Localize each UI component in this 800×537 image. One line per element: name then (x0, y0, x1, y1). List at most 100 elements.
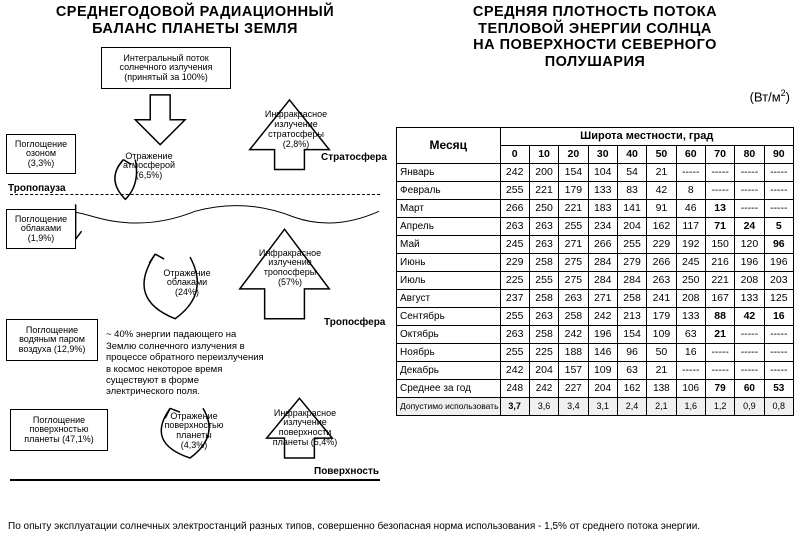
box-cloud-reflection: Отражение облаками (24%) (151, 264, 223, 302)
row-label: Июль (397, 271, 501, 289)
cell: 204 (617, 217, 646, 235)
th-lat-90: 90 (764, 145, 793, 163)
energy-balance-diagram: Интегральный поток солнечного излучения … (6, 39, 384, 499)
cell: ----- (735, 343, 764, 361)
cell: 120 (735, 235, 764, 253)
cell: 3,4 (559, 397, 588, 415)
cell: 0,8 (764, 397, 793, 415)
cell: 255 (617, 235, 646, 253)
table-row: Декабрь2422041571096321-----------------… (397, 361, 794, 379)
cell: 196 (735, 253, 764, 271)
row-label: Июнь (397, 253, 501, 271)
cell: 284 (588, 253, 617, 271)
row-label: Январь (397, 163, 501, 181)
cell: 42 (647, 181, 676, 199)
cell: 106 (676, 379, 705, 397)
row-label: Сентябрь (397, 307, 501, 325)
cell: 157 (559, 361, 588, 379)
cell: 266 (647, 253, 676, 271)
cell: 63 (676, 325, 705, 343)
unit-label: (Вт/м2) (750, 88, 790, 104)
zone-surface-label: Поверхность (314, 466, 379, 477)
cell: 263 (500, 325, 529, 343)
th-lat-20: 20 (559, 145, 588, 163)
cell: 204 (529, 361, 558, 379)
cell: ----- (764, 163, 793, 181)
cell: 16 (676, 343, 705, 361)
table-row: Июль225255275284284263250221208203 (397, 271, 794, 289)
right-title: СРЕДНЯЯ ПЛОТНОСТЬ ПОТОКА ТЕПЛОВОЙ ЭНЕРГИ… (396, 4, 794, 71)
cell: ----- (705, 163, 734, 181)
cell: ----- (735, 199, 764, 217)
cell: 141 (617, 199, 646, 217)
cell: 196 (588, 325, 617, 343)
cell: 242 (559, 325, 588, 343)
cell: 248 (500, 379, 529, 397)
box-surface-absorption: Поглощение поверхностью планеты (47,1%) (10, 409, 108, 451)
cell: ----- (705, 181, 734, 199)
box-vapor-absorption: Поглощение водяным паром воздуха (12,9%) (6, 319, 98, 361)
table-row: Допустимо использовать3,73,63,43,12,42,1… (397, 397, 794, 415)
cell: 60 (735, 379, 764, 397)
cell: 242 (529, 379, 558, 397)
cell: 167 (705, 289, 734, 307)
cell: 245 (676, 253, 705, 271)
cell: 271 (559, 235, 588, 253)
cell: 117 (676, 217, 705, 235)
cell: ----- (735, 361, 764, 379)
cell: 96 (617, 343, 646, 361)
cell: 255 (559, 217, 588, 235)
cell: 133 (588, 181, 617, 199)
zone-tropopause-label: Тропопауза (8, 183, 66, 194)
cell: 91 (647, 199, 676, 217)
cell: 162 (617, 379, 646, 397)
cell: 242 (588, 307, 617, 325)
cell: 258 (529, 253, 558, 271)
row-label: Ноябрь (397, 343, 501, 361)
cell: 263 (559, 289, 588, 307)
cell: 234 (588, 217, 617, 235)
cell: 83 (617, 181, 646, 199)
row-label: Допустимо использовать (397, 397, 501, 415)
cell: 200 (529, 163, 558, 181)
cell: 225 (500, 271, 529, 289)
row-label: Апрель (397, 217, 501, 235)
cell: 284 (617, 271, 646, 289)
cell: 229 (647, 235, 676, 253)
cell: ----- (764, 361, 793, 379)
tropopause-line (10, 194, 380, 195)
cell: 162 (647, 217, 676, 235)
cell: 271 (588, 289, 617, 307)
th-lat-80: 80 (735, 145, 764, 163)
solar-flux-table-panel: СРЕДНЯЯ ПЛОТНОСТЬ ПОТОКА ТЕПЛОВОЙ ЭНЕРГИ… (390, 0, 800, 505)
cell: 204 (588, 379, 617, 397)
cell: 255 (500, 343, 529, 361)
cell: 54 (617, 163, 646, 181)
row-label: Октябрь (397, 325, 501, 343)
cell: ----- (764, 181, 793, 199)
th-lat-30: 30 (588, 145, 617, 163)
table-row: Июнь229258275284279266245216196196 (397, 253, 794, 271)
cell: 188 (559, 343, 588, 361)
cell: 275 (559, 271, 588, 289)
cell: 221 (705, 271, 734, 289)
radiation-balance-diagram-panel: СРЕДНЕГОДОВОЙ РАДИАЦИОННЫЙ БАЛАНС ПЛАНЕТ… (0, 0, 390, 505)
cell: 255 (500, 181, 529, 199)
cell: ----- (705, 343, 734, 361)
cell: 266 (588, 235, 617, 253)
table-row: Май24526327126625522919215012096 (397, 235, 794, 253)
cell: 255 (529, 271, 558, 289)
cell: 250 (676, 271, 705, 289)
th-month: Месяц (397, 127, 501, 163)
cell: 250 (529, 199, 558, 217)
cell: ----- (676, 361, 705, 379)
box-ir-surface: Инфракрасное излучение поверхности плане… (264, 404, 346, 452)
cell: 16 (764, 307, 793, 325)
cell: 53 (764, 379, 793, 397)
cell: 146 (588, 343, 617, 361)
cell: 133 (676, 307, 705, 325)
cell: 263 (529, 235, 558, 253)
solar-flux-table: Месяц Широта местности, град 01020304050… (396, 127, 794, 416)
cell: 263 (529, 217, 558, 235)
cell: 179 (647, 307, 676, 325)
